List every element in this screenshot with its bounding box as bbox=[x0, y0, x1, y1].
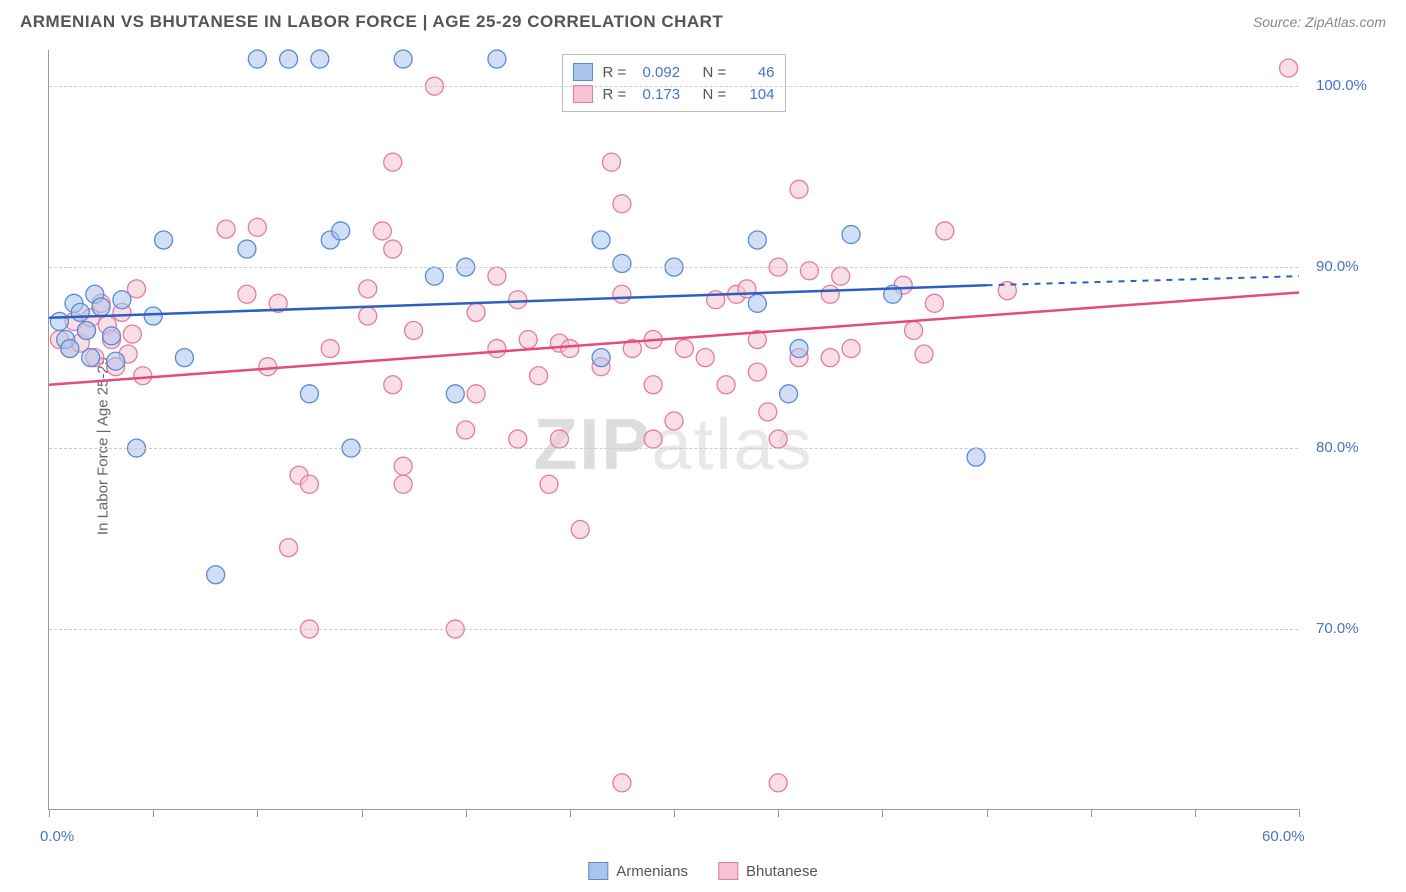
y-tick-label: 70.0% bbox=[1316, 620, 1359, 637]
x-tick-label: 0.0% bbox=[40, 828, 74, 845]
chart-plot-area: ZIPatlas R = 0.092 N = 46 R = 0.173 N = … bbox=[48, 50, 1298, 810]
chart-title: ARMENIAN VS BHUTANESE IN LABOR FORCE | A… bbox=[20, 12, 723, 32]
r-label: R = bbox=[603, 86, 633, 103]
swatch-armenians-icon bbox=[573, 63, 593, 81]
legend-row-armenians: R = 0.092 N = 46 bbox=[573, 61, 775, 83]
chart-svg bbox=[49, 50, 1298, 809]
swatch-armenians-icon bbox=[588, 862, 608, 880]
n-value-armenians: 46 bbox=[743, 64, 775, 81]
correlation-legend: R = 0.092 N = 46 R = 0.173 N = 104 bbox=[562, 54, 786, 112]
n-label: N = bbox=[703, 86, 733, 103]
legend-item-bhutanese: Bhutanese bbox=[718, 862, 818, 880]
legend-label-bhutanese: Bhutanese bbox=[746, 863, 818, 880]
r-value-bhutanese: 0.173 bbox=[643, 86, 693, 103]
swatch-bhutanese-icon bbox=[718, 862, 738, 880]
n-value-bhutanese: 104 bbox=[743, 86, 775, 103]
series-legend: Armenians Bhutanese bbox=[588, 862, 817, 880]
legend-item-armenians: Armenians bbox=[588, 862, 688, 880]
swatch-bhutanese-icon bbox=[573, 85, 593, 103]
r-label: R = bbox=[603, 64, 633, 81]
x-tick-label: 60.0% bbox=[1262, 828, 1305, 845]
n-label: N = bbox=[703, 64, 733, 81]
source-attribution: Source: ZipAtlas.com bbox=[1253, 14, 1386, 30]
y-tick-label: 90.0% bbox=[1316, 258, 1359, 275]
y-tick-label: 80.0% bbox=[1316, 439, 1359, 456]
r-value-armenians: 0.092 bbox=[643, 64, 693, 81]
y-tick-label: 100.0% bbox=[1316, 77, 1367, 94]
legend-label-armenians: Armenians bbox=[616, 863, 688, 880]
